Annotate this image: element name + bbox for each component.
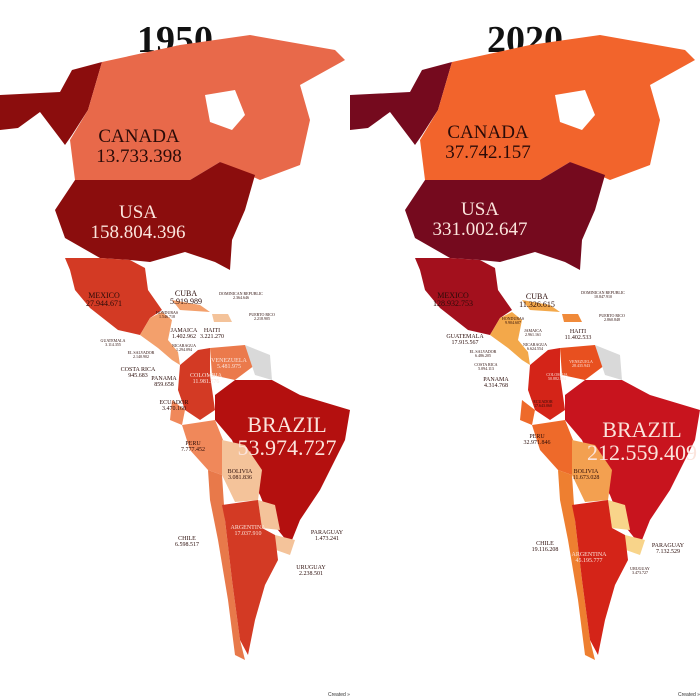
- label-chile: CHILE 19.116.208: [531, 541, 559, 554]
- argentina-shape: [572, 500, 628, 655]
- uruguay-shape: [625, 535, 645, 555]
- label-jamaica: JAMAICA 1.402.962: [170, 328, 198, 341]
- cuba-shape: [172, 300, 210, 312]
- label-canada: CANADA 13.733.398: [96, 126, 182, 167]
- label-mexico: MEXICO 128.932.753: [433, 291, 473, 309]
- label-bolivia: BOLIVIA 11.673.028: [572, 469, 600, 482]
- hispaniola-shape: [212, 314, 232, 322]
- paraguay-shape: [608, 500, 630, 530]
- colombia-shape: [528, 348, 565, 420]
- label-chile: CHILE 6.598.517: [175, 536, 199, 549]
- label-paraguay: PARAGUAY 7.132.529: [651, 543, 685, 556]
- label-peru: PERU 32.971.846: [523, 434, 551, 447]
- map-panel-2020: 2020 CANADA 37.742.157 USA 331.002.647 MEX…: [350, 0, 700, 700]
- label-brazil: BRAZIL 53.974.727: [237, 412, 337, 461]
- label-costa-rica: COSTA RICA 5.094.113: [474, 362, 498, 372]
- label-el-salvador: EL SALVADOR 6.486.205: [469, 349, 497, 359]
- label-guatemala: GUATEMALA 17.915.567: [446, 334, 484, 347]
- label-paraguay: PARAGUAY 1.473.241: [310, 530, 344, 543]
- label-honduras: HONDURAS 9.904.607: [501, 316, 525, 326]
- label-brazil: BRAZIL 212.559.409: [587, 417, 697, 466]
- label-usa: USA 158.804.396: [90, 202, 186, 243]
- peru-shape: [532, 420, 575, 475]
- label-argentina: ARGENTINA 45.195.777: [571, 552, 607, 565]
- credit-text: Created »: [678, 692, 700, 698]
- credit-text: Created »: [328, 692, 350, 698]
- label-canada: CANADA 37.742.157: [445, 122, 531, 163]
- label-colombia: COLOMBIA 11.981.576: [189, 373, 223, 386]
- label-usa: USA 331.002.647: [432, 199, 528, 240]
- mexico-shape: [65, 258, 162, 335]
- map-panel-1950: 1950 CANADA 13.733.398 USA 158.804.396 MEX…: [0, 19, 350, 698]
- central-america-shape: [490, 312, 530, 365]
- label-haiti: HAITI 3.221.270: [200, 328, 224, 341]
- brazil-shape: [215, 380, 350, 545]
- bolivia-shape: [572, 440, 612, 502]
- label-puerto-rico: PUERTO RICO 2.860.848: [599, 313, 625, 323]
- bolivia-shape: [222, 440, 262, 502]
- label-uruguay: URUGUAY 2.238.501: [296, 565, 326, 578]
- americas-map: [0, 35, 350, 660]
- label-mexico: MEXICO 27.944.671: [86, 291, 122, 309]
- label-cuba: CUBA 5.919.989: [170, 289, 202, 307]
- usa-shape: [55, 162, 255, 270]
- label-puerto-rico: PUERTO RICO 2.218.905: [249, 312, 275, 322]
- label-venezuela: VENEZUELA 5.481.975: [211, 358, 247, 371]
- mexico-shape: [415, 258, 512, 335]
- label-venezuela: VENEZUELA 28.435.943: [569, 359, 593, 369]
- hispaniola-shape: [562, 314, 582, 322]
- hudson-bay: [205, 90, 245, 130]
- alaska-shape: [350, 62, 452, 145]
- label-argentina: ARGENTINA 17.037.910: [230, 525, 266, 538]
- label-ecuador: ECUADOR 17.643.060: [533, 399, 553, 409]
- ecuador-shape: [520, 400, 535, 425]
- label-panama: PANAMA 4.314.768: [483, 377, 509, 390]
- guianas-shape: [245, 345, 272, 380]
- americas-map: [350, 35, 700, 660]
- label-guatemala: GUATEMALA 3.114.355: [100, 338, 126, 348]
- chile-shape: [208, 470, 245, 660]
- uruguay-shape: [275, 535, 295, 555]
- cuba-shape: [522, 300, 560, 312]
- colombia-shape: [178, 348, 215, 420]
- argentina-shape: [222, 500, 278, 655]
- label-panama: PANAMA 859.658: [151, 376, 177, 389]
- label-bolivia: BOLIVIA 3.081.836: [227, 469, 253, 482]
- venezuela-shape: [560, 345, 605, 380]
- peru-shape: [182, 420, 225, 475]
- label-colombia: COLOMBIA 50.882.884: [546, 372, 568, 382]
- label-jamaica: JAMAICA 2.961.161: [524, 328, 542, 338]
- label-el-salvador: EL SALVADOR 2.140.902: [127, 350, 155, 360]
- label-ecuador: ECUADOR 3.470.160: [159, 400, 189, 413]
- usa-shape: [405, 162, 605, 270]
- central-america-shape: [140, 312, 180, 365]
- brazil-shape: [565, 380, 700, 545]
- label-costa-rica: COSTA RICA 945.683: [120, 367, 156, 380]
- label-dominican-republic: DOMINICAN REPUBLIC 2.364.646: [219, 291, 263, 301]
- chile-shape: [558, 470, 595, 660]
- label-haiti: HAITI 11.402.533: [564, 329, 592, 342]
- paraguay-shape: [258, 500, 280, 530]
- venezuela-shape: [210, 345, 255, 380]
- label-peru: PERU 7.777.452: [181, 441, 205, 454]
- label-nicaragua: NICARAGUA 1.294.094: [172, 343, 196, 353]
- label-nicaragua: NICARAGUA 6.624.554: [523, 342, 547, 352]
- label-cuba: CUBA 11.326.615: [519, 292, 555, 310]
- label-honduras: HONDURAS 1.546.718: [155, 310, 179, 320]
- hudson-bay: [555, 90, 595, 130]
- label-dominican-republic: DOMINICAN REPUBLIC 10.847.910: [581, 290, 625, 300]
- ecuador-shape: [170, 400, 185, 425]
- guianas-shape: [595, 345, 622, 380]
- label-uruguay: URUGUAY 3.473.727: [630, 566, 650, 576]
- alaska-shape: [0, 62, 102, 145]
